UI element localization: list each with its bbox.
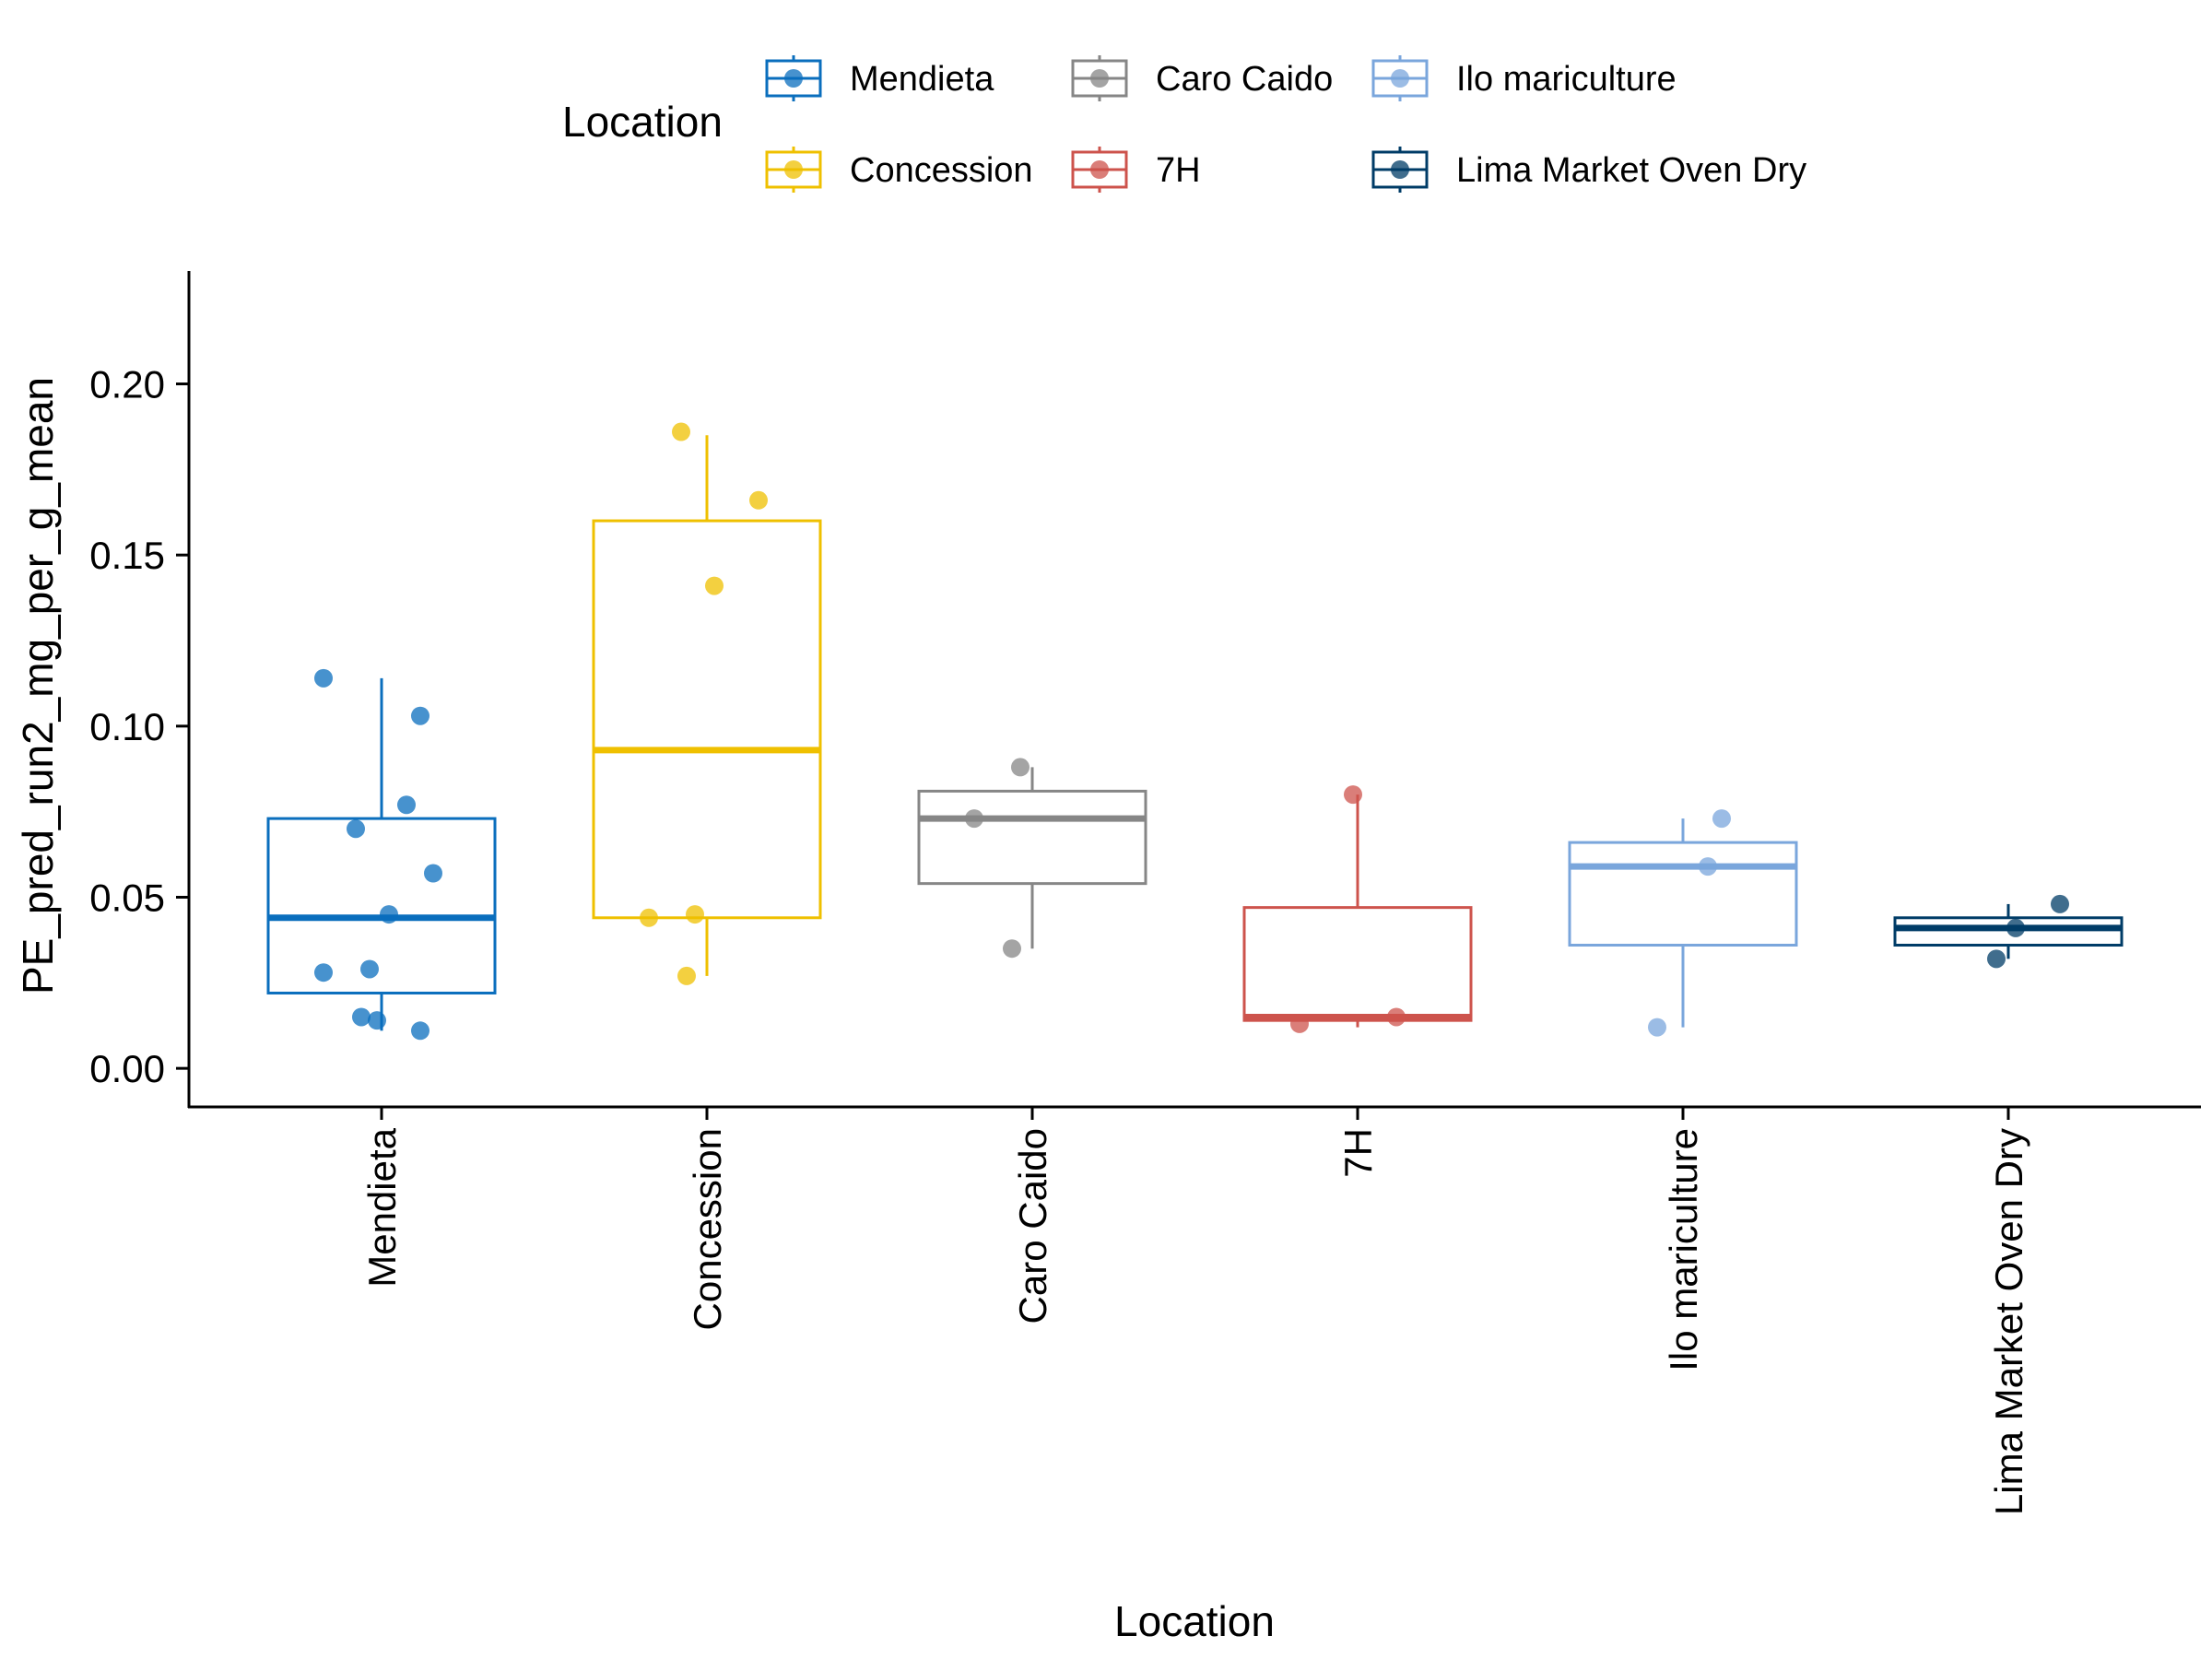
point-lima-market-oven-dry <box>2051 894 2069 913</box>
x-tick-label-lima-market-oven-dry: Lima Market Oven Dry <box>1987 1128 2030 1515</box>
box-ilo-mariculture <box>1568 818 1798 1028</box>
point-mendieta <box>397 795 416 815</box>
point-mendieta <box>411 1021 429 1041</box>
legend-key-point <box>784 69 803 88</box>
x-tick-label-7h: 7H <box>1336 1128 1380 1178</box>
point-caro-caido <box>1003 939 1021 959</box>
x-tick-label-mendieta: Mendieta <box>360 1127 404 1287</box>
x-tick-label-ilo-mariculture: Ilo mariculture <box>1662 1128 1705 1371</box>
point-mendieta <box>347 819 365 839</box>
point-concession <box>672 422 690 441</box>
legend-label-lima-market-oven-dry: Lima Market Oven Dry <box>1456 151 1806 190</box>
box-body-mendieta <box>266 817 497 994</box>
point-concession <box>640 908 658 927</box>
legend-key-ilo-mariculture <box>1371 55 1429 101</box>
box-caro-caido <box>917 767 1147 949</box>
legend-key-7h <box>1071 147 1128 193</box>
point-caro-caido <box>1011 758 1030 777</box>
legend-title: Location <box>562 98 723 146</box>
box-concession <box>592 435 822 976</box>
legend-item-caro-caido: Caro Caido <box>1071 55 1333 101</box>
legend-item-lima-market-oven-dry: Lima Market Oven Dry <box>1371 147 1806 193</box>
legend-key-concession <box>765 147 822 193</box>
box-body-ilo-mariculture <box>1568 841 1798 947</box>
point-mendieta <box>314 668 333 688</box>
point-mendieta <box>352 1007 371 1027</box>
point-7h <box>1387 1007 1406 1027</box>
x-tick-label-caro-caido: Caro Caido <box>1011 1128 1054 1324</box>
point-concession <box>705 576 724 595</box>
y-axis-title: PE_pred_run2_mg_per_g_mean <box>14 377 62 994</box>
y-tick-label: 0.05 <box>89 877 165 920</box>
box-7h <box>1242 794 1473 1028</box>
legend-key-point <box>1090 69 1109 88</box>
point-lima-market-oven-dry <box>1987 949 2006 969</box>
legend-key-caro-caido <box>1071 55 1128 101</box>
point-mendieta <box>380 905 398 924</box>
point-concession <box>686 905 704 924</box>
box-mendieta <box>266 677 497 1031</box>
legend-key-point <box>784 160 803 179</box>
legend-key-point <box>1090 160 1109 179</box>
point-7h <box>1290 1014 1309 1033</box>
y-tick-label: 0.10 <box>89 705 165 748</box>
y-tick-label: 0.00 <box>89 1047 165 1090</box>
point-ilo-mariculture <box>1712 809 1731 829</box>
legend-label-7h: 7H <box>1156 151 1201 190</box>
legend-label-ilo-mariculture: Ilo mariculture <box>1456 60 1677 99</box>
point-mendieta <box>360 959 379 979</box>
box-body-7h <box>1242 906 1473 1022</box>
box-body-caro-caido <box>917 789 1147 886</box>
point-caro-caido <box>965 809 983 829</box>
point-lima-market-oven-dry <box>2006 918 2025 937</box>
x-tick-label-concession: Concession <box>686 1128 729 1330</box>
y-tick-label: 0.20 <box>89 363 165 406</box>
legend-key-lima-market-oven-dry <box>1371 147 1429 193</box>
y-tick-label: 0.15 <box>89 534 165 577</box>
legend: Location Mendieta Concession Caro Caido 7H I… <box>562 55 1806 193</box>
plot-area: 0.00 0.05 0.10 0.15 0.20 Mendieta Concession C… <box>89 271 2201 1515</box>
legend-label-caro-caido: Caro Caido <box>1156 60 1333 99</box>
point-ilo-mariculture <box>1699 857 1717 877</box>
legend-label-mendieta: Mendieta <box>850 60 994 99</box>
point-mendieta <box>411 706 429 725</box>
point-concession <box>749 490 768 510</box>
legend-key-point <box>1391 69 1409 88</box>
legend-label-concession: Concession <box>850 151 1033 190</box>
legend-item-ilo-mariculture: Ilo mariculture <box>1371 55 1677 101</box>
point-7h <box>1344 785 1362 805</box>
legend-key-point <box>1391 160 1409 179</box>
legend-item-concession: Concession <box>765 147 1033 193</box>
legend-item-mendieta: Mendieta <box>765 55 994 101</box>
box-body-concession <box>592 519 822 920</box>
point-mendieta <box>368 1011 386 1030</box>
legend-item-7h: 7H <box>1071 147 1201 193</box>
point-mendieta <box>314 963 333 982</box>
x-axis-title: Location <box>1114 1597 1275 1645</box>
point-concession <box>677 966 696 985</box>
point-mendieta <box>424 864 442 883</box>
legend-key-mendieta <box>765 55 822 101</box>
point-ilo-mariculture <box>1648 1018 1666 1037</box>
